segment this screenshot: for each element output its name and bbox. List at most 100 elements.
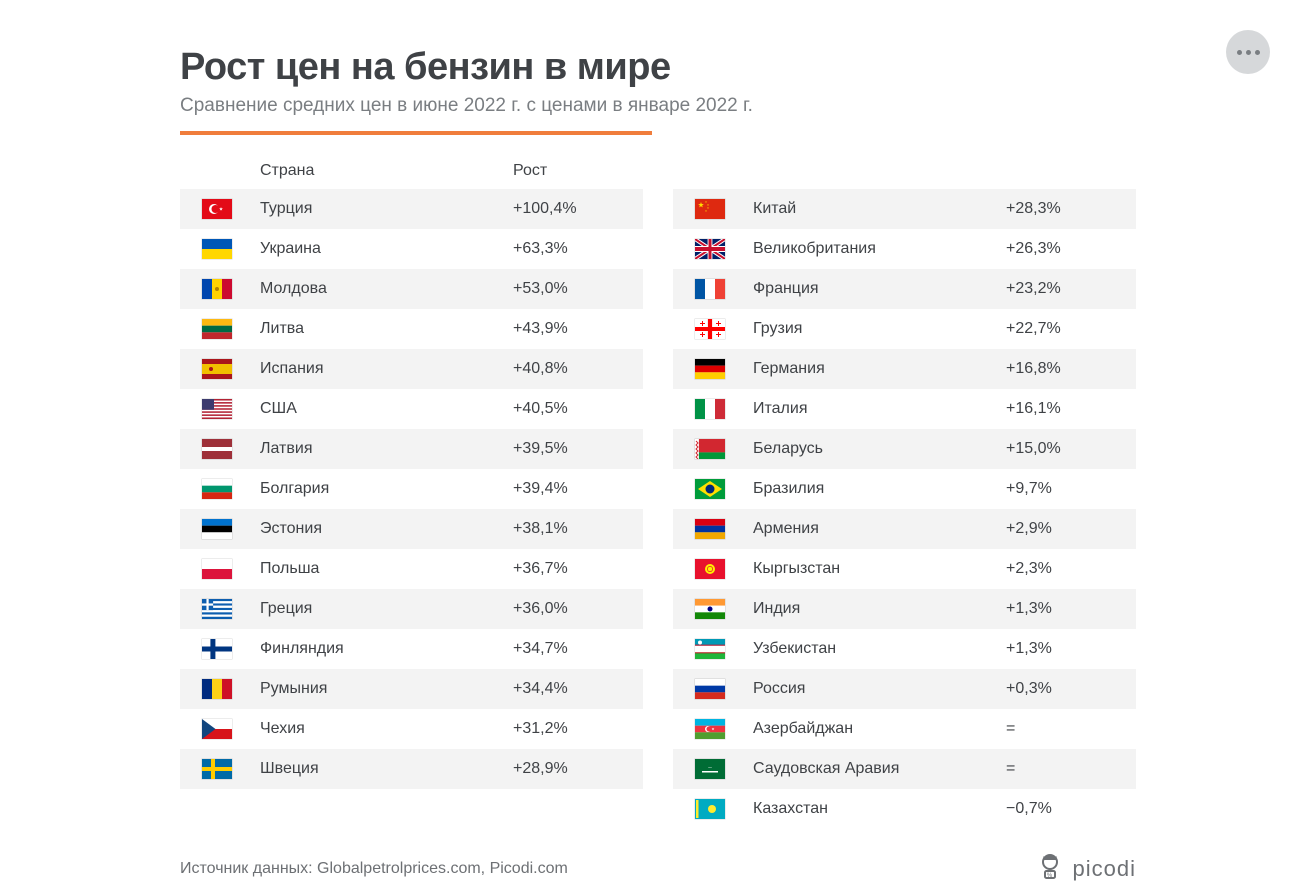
table-row: Испания+40,8% (180, 349, 643, 389)
flag-icon (180, 719, 254, 739)
brand-text: picodi (1073, 856, 1136, 882)
flag-icon (673, 199, 747, 219)
country-name: Литва (254, 320, 513, 338)
page-title: Рост цен на бензин в мире (180, 46, 1136, 89)
table-row: Узбекистан+1,3% (673, 629, 1136, 669)
table-row: Индия+1,3% (673, 589, 1136, 629)
flag-icon (673, 319, 747, 339)
country-name: США (254, 400, 513, 418)
flag-icon (673, 239, 747, 259)
country-name: Чехия (254, 720, 513, 738)
table-row: Китай+28,3% (673, 189, 1136, 229)
header-country: Страна (254, 162, 513, 180)
growth-value: +26,3% (1006, 240, 1136, 258)
more-options-button[interactable] (1226, 30, 1270, 74)
country-name: Беларусь (747, 440, 1006, 458)
flag-icon (180, 759, 254, 779)
brand: % picodi (1035, 851, 1136, 887)
growth-value: +36,7% (513, 560, 643, 578)
table-row: Великобритания+26,3% (673, 229, 1136, 269)
country-name: Швеция (254, 760, 513, 778)
page-subtitle: Сравнение средних цен в июне 2022 г. с ц… (180, 95, 1136, 117)
column-left: Страна Рост Турция+100,4%Украина+63,3% Мо… (180, 153, 643, 829)
column-right: .. Китай+28,3%Великобритания+26,3%Франци… (673, 153, 1136, 829)
flag-icon (180, 479, 254, 499)
growth-value: +1,3% (1006, 640, 1136, 658)
growth-value: +43,9% (513, 320, 643, 338)
flag-icon (180, 519, 254, 539)
country-name: Бразилия (747, 480, 1006, 498)
growth-value: = (1006, 760, 1136, 778)
flag-icon (180, 279, 254, 299)
table-row: Кыргызстан+2,3% (673, 549, 1136, 589)
table-row: Литва+43,9% (180, 309, 643, 349)
country-name: Грузия (747, 320, 1006, 338)
country-name: Финляндия (254, 640, 513, 658)
table-row: США+40,5% (180, 389, 643, 429)
growth-value: +34,7% (513, 640, 643, 658)
country-name: Саудовская Аравия (747, 760, 1006, 778)
growth-value: +2,9% (1006, 520, 1136, 538)
growth-value: −0,7% (1006, 800, 1136, 818)
growth-value: +22,7% (1006, 320, 1136, 338)
brand-logo-icon: % (1035, 851, 1065, 887)
country-name: Греция (254, 600, 513, 618)
flag-icon (180, 199, 254, 219)
flag-icon: ـــ (673, 759, 747, 779)
country-name: Индия (747, 600, 1006, 618)
country-name: Украина (254, 240, 513, 258)
country-name: Болгария (254, 480, 513, 498)
growth-value: +23,2% (1006, 280, 1136, 298)
flag-icon (673, 279, 747, 299)
growth-value: +38,1% (513, 520, 643, 538)
growth-value: +53,0% (513, 280, 643, 298)
growth-value: +100,4% (513, 200, 643, 218)
flag-icon (180, 599, 254, 619)
country-name: Азербайджан (747, 720, 1006, 738)
country-name: Испания (254, 360, 513, 378)
country-name: Великобритания (747, 240, 1006, 258)
table-row: Турция+100,4% (180, 189, 643, 229)
header-value: Рост (513, 162, 643, 180)
country-name: Молдова (254, 280, 513, 298)
table-row: Франция+23,2% (673, 269, 1136, 309)
country-name: Казахстан (747, 800, 1006, 818)
flag-icon (673, 639, 747, 659)
country-name: Франция (747, 280, 1006, 298)
growth-value: = (1006, 720, 1136, 738)
table-row: Бразилия+9,7% (673, 469, 1136, 509)
table-row: ـــСаудовская Аравия= (673, 749, 1136, 789)
growth-value: +9,7% (1006, 480, 1136, 498)
flag-icon (673, 719, 747, 739)
flag-icon (180, 439, 254, 459)
growth-value: +40,8% (513, 360, 643, 378)
flag-icon (673, 479, 747, 499)
flag-icon (673, 399, 747, 419)
country-name: Армения (747, 520, 1006, 538)
growth-value: +28,9% (513, 760, 643, 778)
flag-icon (673, 679, 747, 699)
country-name: Китай (747, 200, 1006, 218)
table-row: Латвия+39,5% (180, 429, 643, 469)
country-name: Кыргызстан (747, 560, 1006, 578)
data-source: Источник данных: Globalpetrolprices.com,… (180, 860, 568, 878)
table-row: Германия+16,8% (673, 349, 1136, 389)
table-row: Азербайджан= (673, 709, 1136, 749)
country-name: Эстония (254, 520, 513, 538)
data-columns: Страна Рост Турция+100,4%Украина+63,3% Мо… (180, 153, 1136, 829)
table-row: Болгария+39,4% (180, 469, 643, 509)
table-row: Италия+16,1% (673, 389, 1136, 429)
table-row: Украина+63,3% (180, 229, 643, 269)
growth-value: +28,3% (1006, 200, 1136, 218)
growth-value: +0,3% (1006, 680, 1136, 698)
country-name: Италия (747, 400, 1006, 418)
growth-value: +2,3% (1006, 560, 1136, 578)
svg-text:%: % (1046, 873, 1052, 879)
flag-icon (180, 359, 254, 379)
flag-icon (673, 359, 747, 379)
flag-icon (180, 239, 254, 259)
flag-icon (180, 559, 254, 579)
table-row: Румыния+34,4% (180, 669, 643, 709)
flag-icon (673, 559, 747, 579)
table-row: Чехия+31,2% (180, 709, 643, 749)
